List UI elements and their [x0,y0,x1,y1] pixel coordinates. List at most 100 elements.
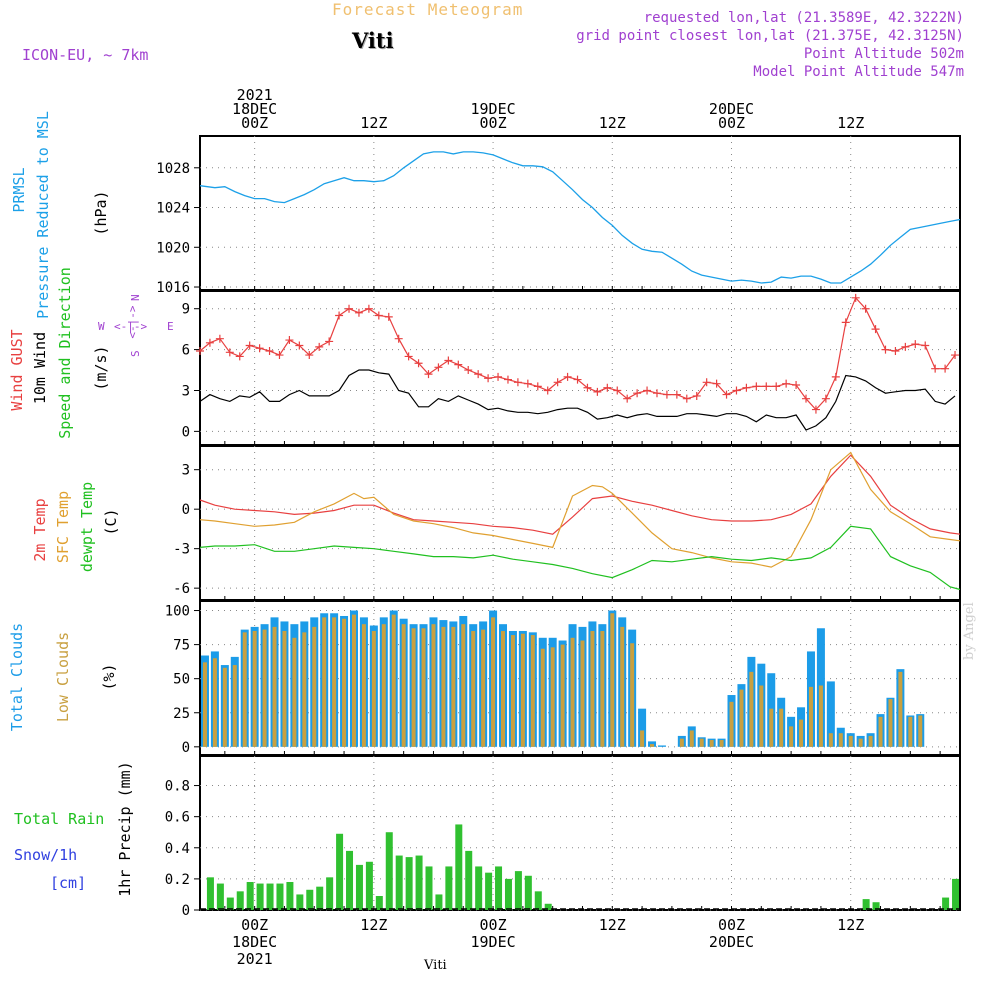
gust-marker [295,341,304,350]
nearest-gridpoint: grid point closest lon,lat (21.375E, 42.… [576,28,964,44]
clouds-low-label: Low Clouds [54,632,72,722]
gust-marker [831,372,840,381]
low-cloud-bar [351,614,356,747]
legend-snow: Snow/1h [14,846,78,864]
low-cloud-bar [421,628,426,747]
compass-w: W [98,320,105,333]
gust-marker [901,342,910,351]
low-cloud-bar [510,635,515,747]
gust-marker [414,359,423,368]
rain-bar [236,891,244,910]
point-altitude: Point Altitude 502m [803,46,964,62]
gust-marker [215,334,224,343]
gust-marker [583,383,592,392]
rain-bar [952,878,960,910]
rain-bar [206,877,214,910]
gust-marker [245,341,254,350]
low-cloud-bar [600,630,605,747]
low-cloud-bar [918,715,923,747]
gust-marker [782,379,791,388]
gust-marker [672,390,681,399]
low-cloud-bar [272,626,277,747]
wind-line [199,369,956,431]
wind-gust-label: Wind GUST [8,329,26,410]
gust-marker [921,341,930,350]
low-cloud-bar [878,716,883,747]
y-tick-label: 0.6 [165,810,190,826]
gust-marker [394,334,403,343]
panel-pressure: 1016 1020 1024 1028 [156,135,961,296]
low-cloud-bar [719,740,724,747]
rain-bar [266,883,274,910]
gust-marker [345,304,354,313]
rain-bar [316,886,324,910]
dewpt-line [199,525,961,591]
gust-marker [205,338,214,347]
low-cloud-bar [212,658,217,747]
gust-marker [573,375,582,384]
low-cloud-bar [391,614,396,747]
gust-marker [523,379,532,388]
y-tick-label: -6 [173,581,190,597]
gust-marker [891,346,900,355]
rain-bar [445,866,453,910]
gust-marker [484,374,493,383]
rain-bar [475,866,483,910]
low-cloud-bar [868,735,873,747]
gust-marker [384,312,393,321]
gust-marker [404,352,413,361]
panel-wind: 0 3 6 9 [182,290,961,446]
gust-marker [821,394,830,403]
rain-bar [405,857,413,910]
low-cloud-bar [222,667,227,747]
gust-line [199,296,956,411]
rain-bar [872,902,880,910]
low-cloud-bar [818,685,823,747]
pressure-line [199,151,961,284]
rain-bar [286,882,294,910]
y-tick-label: 0 [182,502,190,518]
top-axis-label: 19DEC [470,100,515,118]
gust-marker [682,394,691,403]
gust-marker [662,390,671,399]
rain-bar [942,897,950,910]
low-cloud-bar [888,699,893,747]
bottom-axis-label: 00Z [480,916,507,934]
gust-marker [742,383,751,392]
rain-bar [395,855,403,910]
gust-marker [364,304,373,313]
gust-marker [702,378,711,387]
rain-bar [355,864,363,910]
rain-bar [375,896,383,910]
gust-marker [861,304,870,313]
low-cloud-bar [302,632,307,747]
y-tick-label: 0.8 [165,779,190,795]
y-tick-label: 9 [182,302,190,318]
rain-bar [306,889,314,910]
model-label: ICON-EU, ~ 7km [22,46,149,64]
gust-marker [285,336,294,345]
rain-bar [385,832,393,910]
low-cloud-bar [769,708,774,747]
gust-marker [305,351,314,360]
rain-bar [256,883,264,910]
low-cloud-bar [371,630,376,747]
bottom-axis-label: 19DEC [470,933,515,951]
gust-marker [941,364,950,373]
low-cloud-bar [322,617,327,747]
low-cloud-bar [202,662,207,747]
gust-marker [265,346,274,355]
top-axis-label: 12Z [837,114,864,132]
panel-frame [199,445,961,601]
low-cloud-bar [530,635,535,747]
bottom-axis-label: 12Z [360,916,387,934]
low-cloud-bar [540,648,545,747]
top-axis-label: 12Z [599,114,626,132]
low-cloud-bar [739,689,744,747]
gust-marker [931,364,940,373]
y-tick-label: 0 [182,424,190,440]
temp-dewpt-label: dewpt Temp [78,482,96,572]
low-cloud-bar [570,637,575,747]
gust-marker [374,311,383,320]
low-cloud-bar [759,685,764,747]
